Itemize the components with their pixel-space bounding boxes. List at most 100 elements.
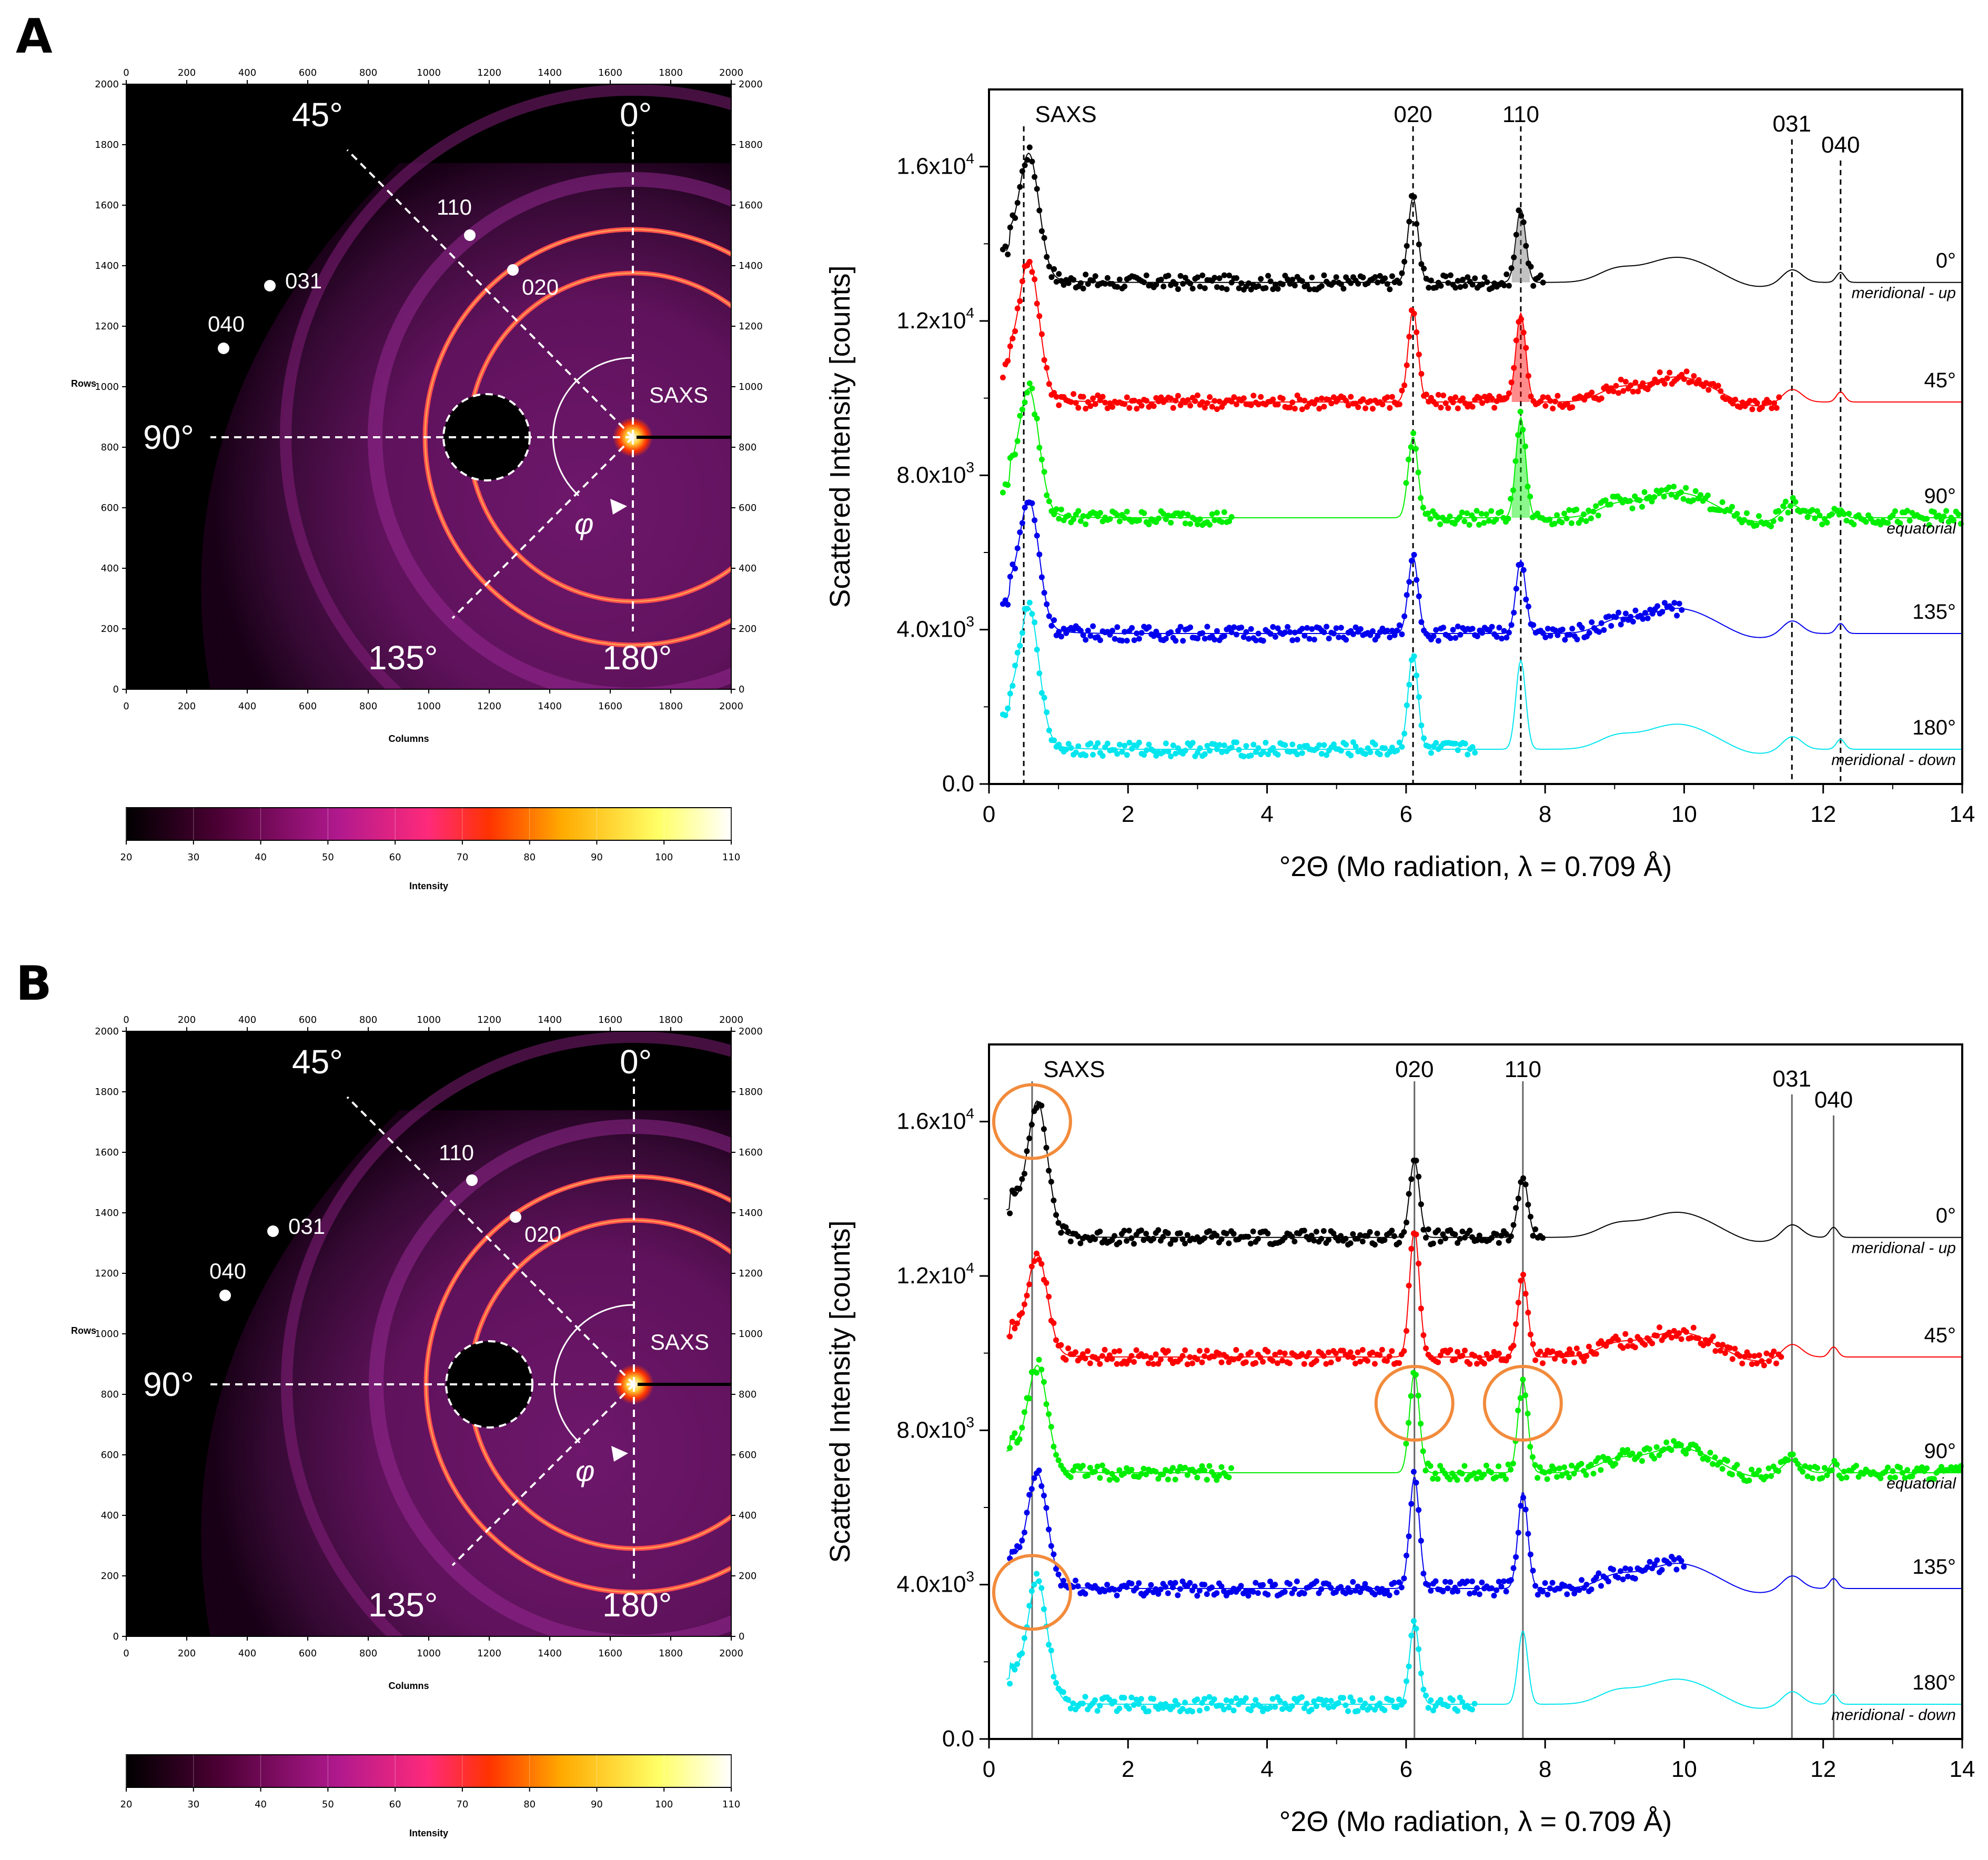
colorbar-tick-label: 20 xyxy=(120,1799,133,1810)
y-axis-label: Scattered Intensity [counts] xyxy=(824,265,856,608)
data-point xyxy=(1165,1348,1171,1354)
data-point xyxy=(1097,1229,1103,1234)
data-point xyxy=(1878,1475,1884,1482)
data-point xyxy=(1185,511,1191,518)
data-point xyxy=(1184,1472,1190,1478)
data-point xyxy=(1616,609,1622,616)
data-point xyxy=(1233,401,1239,407)
data-point xyxy=(1328,400,1335,407)
data-point xyxy=(1151,748,1157,754)
data-point xyxy=(1445,1703,1451,1710)
data-point xyxy=(1545,626,1551,632)
data-point xyxy=(1583,1353,1590,1359)
data-point xyxy=(1082,1694,1088,1700)
data-point xyxy=(1343,637,1349,643)
data-point xyxy=(1488,1354,1495,1361)
data-point xyxy=(1289,1590,1295,1596)
data-point xyxy=(1028,1263,1035,1270)
x-tick-label: 0 xyxy=(983,801,995,827)
data-point xyxy=(1294,637,1300,643)
data-point xyxy=(1012,1325,1018,1332)
data-point xyxy=(1819,1475,1825,1481)
data-point xyxy=(1034,415,1040,421)
data-point xyxy=(1438,283,1444,289)
data-point xyxy=(1202,405,1208,411)
data-point xyxy=(1097,510,1103,516)
series-line xyxy=(1006,1472,1962,1593)
data-point xyxy=(1568,520,1575,526)
data-point xyxy=(1257,1703,1264,1710)
data-point xyxy=(1308,1232,1315,1239)
data-point xyxy=(1435,391,1441,398)
data-point xyxy=(1087,1465,1093,1471)
phi-symbol: φ xyxy=(576,1454,595,1487)
data-point xyxy=(1136,1701,1142,1707)
detector-ytick-label-right: 400 xyxy=(739,1510,756,1521)
data-point xyxy=(1472,750,1478,756)
data-point xyxy=(1073,749,1079,756)
data-point xyxy=(1145,1360,1152,1366)
data-point xyxy=(1238,625,1245,631)
data-point xyxy=(1528,393,1534,399)
data-point xyxy=(1651,494,1658,500)
data-point xyxy=(1410,1469,1417,1475)
data-point xyxy=(1551,1466,1558,1472)
data-point xyxy=(1032,517,1038,524)
data-point xyxy=(1824,519,1830,526)
data-point xyxy=(1036,670,1043,677)
data-point xyxy=(1555,393,1561,399)
data-point xyxy=(1471,1590,1478,1596)
data-point xyxy=(1404,702,1410,708)
data-point xyxy=(1016,1544,1023,1550)
guide-45 xyxy=(346,149,634,438)
colorbar: 20 30 40 50 60 70 80 90 100 110 Intensity xyxy=(120,1754,740,1838)
data-point xyxy=(1189,1708,1195,1715)
data-point xyxy=(1598,1467,1604,1473)
reference-label: 040 xyxy=(1814,1087,1853,1113)
series-4 xyxy=(1006,1571,1962,1715)
series-line xyxy=(1006,1100,1962,1242)
data-point xyxy=(1028,1121,1035,1128)
data-point xyxy=(1897,520,1903,526)
data-point xyxy=(1503,395,1510,401)
data-point xyxy=(1104,1356,1111,1363)
data-point xyxy=(1180,510,1186,516)
data-point xyxy=(1075,743,1082,749)
y-tick-exponent: 4 xyxy=(966,1105,974,1122)
data-point xyxy=(1656,1452,1662,1459)
data-point xyxy=(1433,284,1439,290)
marker-020 xyxy=(510,1211,521,1223)
data-point xyxy=(1010,682,1016,689)
data-point xyxy=(1347,1589,1354,1595)
data-point xyxy=(1955,511,1962,517)
data-point xyxy=(1212,517,1218,524)
detector-ytick-label: 400 xyxy=(101,563,119,574)
data-point xyxy=(1248,286,1254,293)
data-point xyxy=(1019,168,1025,174)
y-tick-exponent: 3 xyxy=(966,1569,974,1585)
data-point xyxy=(1860,1471,1866,1477)
detector-xtick-label: 1000 xyxy=(417,701,441,712)
data-point xyxy=(1396,280,1402,286)
data-point xyxy=(1055,1571,1062,1577)
series-note: equatorial xyxy=(1886,520,1956,537)
data-point xyxy=(1218,1464,1225,1470)
data-point xyxy=(1503,635,1510,641)
data-point xyxy=(1289,1703,1295,1709)
data-point xyxy=(1620,1576,1626,1583)
data-point xyxy=(1555,632,1561,638)
data-point xyxy=(1184,1232,1190,1238)
data-point xyxy=(1741,1354,1748,1360)
x-axis-label: °2Θ (Mo radiation, λ = 0.709 Å) xyxy=(1279,851,1672,882)
data-point xyxy=(1338,748,1344,754)
data-point xyxy=(1542,403,1549,409)
data-point xyxy=(1077,628,1084,634)
data-point xyxy=(1114,1592,1120,1598)
data-point xyxy=(1508,265,1515,272)
data-point xyxy=(1248,402,1254,408)
data-point xyxy=(1628,382,1634,388)
data-point xyxy=(1394,1704,1400,1711)
data-point xyxy=(1075,1583,1081,1590)
data-point xyxy=(1007,1333,1013,1340)
marker-040 xyxy=(218,343,229,354)
